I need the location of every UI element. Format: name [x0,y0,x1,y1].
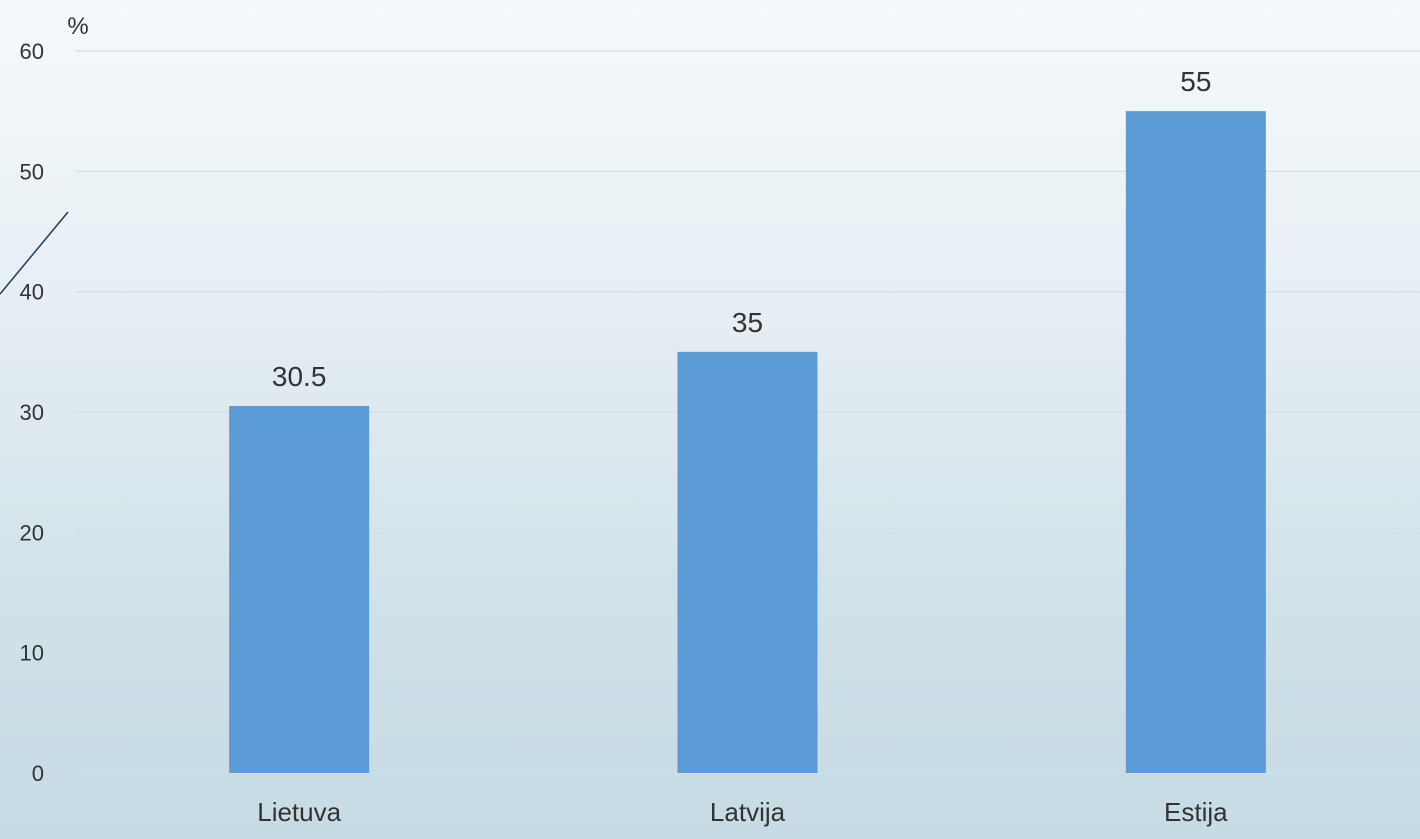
data-labels: 30.5 35 55 [272,66,1211,392]
bar [229,405,370,773]
y-tick-label: 10 [20,641,44,666]
data-label: 55 [1180,66,1211,97]
data-label: 35 [732,307,763,338]
bar [677,351,818,773]
bars [229,111,1266,773]
x-axis-labels: Lietuva Latvija Estija [257,797,1228,827]
y-tick-label: 30 [20,400,44,425]
y-tick-label: 40 [20,280,44,305]
y-tick-label: 0 [32,761,44,786]
y-tick-label: 20 [20,520,44,545]
decorative-curve [0,211,69,295]
x-category-label: Estija [1164,797,1228,827]
x-category-label: Latvija [710,797,786,827]
y-axis-unit-label: % [67,13,88,40]
y-axis-ticks: 0 10 20 30 40 50 60 [20,39,44,786]
y-tick-label: 60 [20,39,44,64]
x-category-label: Lietuva [257,797,341,827]
bar [1125,111,1266,773]
y-tick-label: 50 [20,159,44,184]
data-label: 30.5 [272,361,327,392]
